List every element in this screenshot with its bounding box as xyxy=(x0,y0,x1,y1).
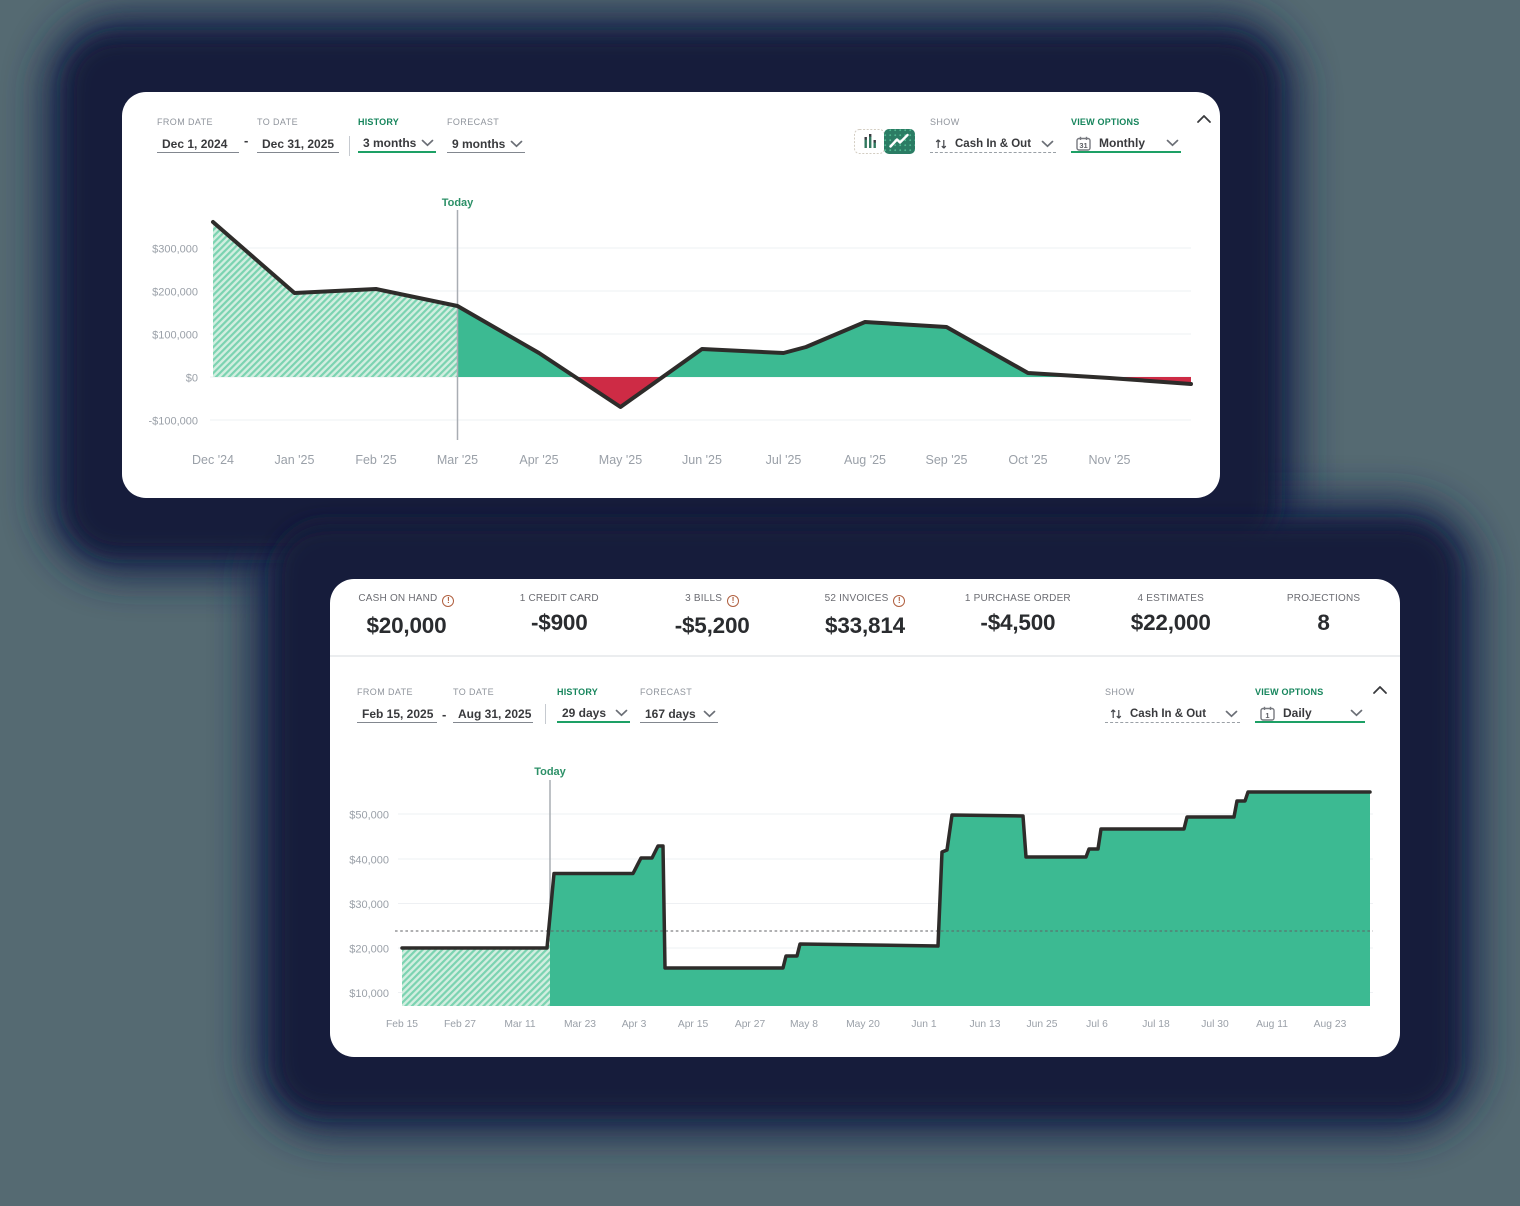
svg-text:Jan '25: Jan '25 xyxy=(275,453,315,467)
svg-text:Feb '25: Feb '25 xyxy=(355,453,396,467)
svg-text:-$100,000: -$100,000 xyxy=(148,416,198,428)
svg-text:Aug '25: Aug '25 xyxy=(844,453,886,467)
svg-text:Aug 23: Aug 23 xyxy=(1314,1019,1347,1030)
svg-text:Jul 30: Jul 30 xyxy=(1201,1019,1229,1030)
svg-text:May 8: May 8 xyxy=(790,1019,818,1030)
svg-text:$40,000: $40,000 xyxy=(349,855,389,867)
svg-text:Today: Today xyxy=(442,197,474,209)
svg-text:Mar 23: Mar 23 xyxy=(564,1019,596,1030)
svg-text:$0: $0 xyxy=(186,373,198,385)
svg-text:May 20: May 20 xyxy=(846,1019,880,1030)
svg-text:31: 31 xyxy=(1079,141,1087,150)
svg-text:$300,000: $300,000 xyxy=(152,244,198,256)
svg-text:Nov '25: Nov '25 xyxy=(1089,453,1131,467)
svg-text:Apr '25: Apr '25 xyxy=(519,453,558,467)
svg-text:1: 1 xyxy=(1265,711,1269,720)
svg-text:Apr 15: Apr 15 xyxy=(678,1019,709,1030)
svg-text:Feb 15: Feb 15 xyxy=(386,1019,418,1030)
svg-text:Oct '25: Oct '25 xyxy=(1008,453,1047,467)
svg-text:Aug 11: Aug 11 xyxy=(1256,1019,1288,1030)
svg-text:$20,000: $20,000 xyxy=(349,944,389,956)
svg-text:May '25: May '25 xyxy=(599,453,642,467)
svg-text:$10,000: $10,000 xyxy=(349,988,389,1000)
svg-text:$50,000: $50,000 xyxy=(349,810,389,822)
svg-text:$200,000: $200,000 xyxy=(152,287,198,299)
svg-text:Jun '25: Jun '25 xyxy=(682,453,722,467)
svg-text:Mar '25: Mar '25 xyxy=(437,453,478,467)
svg-text:Jun 25: Jun 25 xyxy=(1027,1019,1058,1030)
svg-text:Sep '25: Sep '25 xyxy=(925,453,967,467)
svg-text:$100,000: $100,000 xyxy=(152,330,198,342)
svg-text:Today: Today xyxy=(534,766,566,778)
svg-text:Apr 27: Apr 27 xyxy=(735,1019,766,1030)
svg-text:Feb 27: Feb 27 xyxy=(444,1019,476,1030)
svg-text:$30,000: $30,000 xyxy=(349,899,389,911)
svg-text:Jul 6: Jul 6 xyxy=(1086,1019,1108,1030)
svg-text:Apr 3: Apr 3 xyxy=(622,1019,647,1030)
svg-text:Jun 1: Jun 1 xyxy=(911,1019,936,1030)
svg-text:Jul 18: Jul 18 xyxy=(1142,1019,1170,1030)
svg-text:Dec '24: Dec '24 xyxy=(192,453,234,467)
svg-text:Jun 13: Jun 13 xyxy=(970,1019,1001,1030)
svg-text:Mar 11: Mar 11 xyxy=(504,1019,536,1030)
svg-text:Jul '25: Jul '25 xyxy=(766,453,802,467)
